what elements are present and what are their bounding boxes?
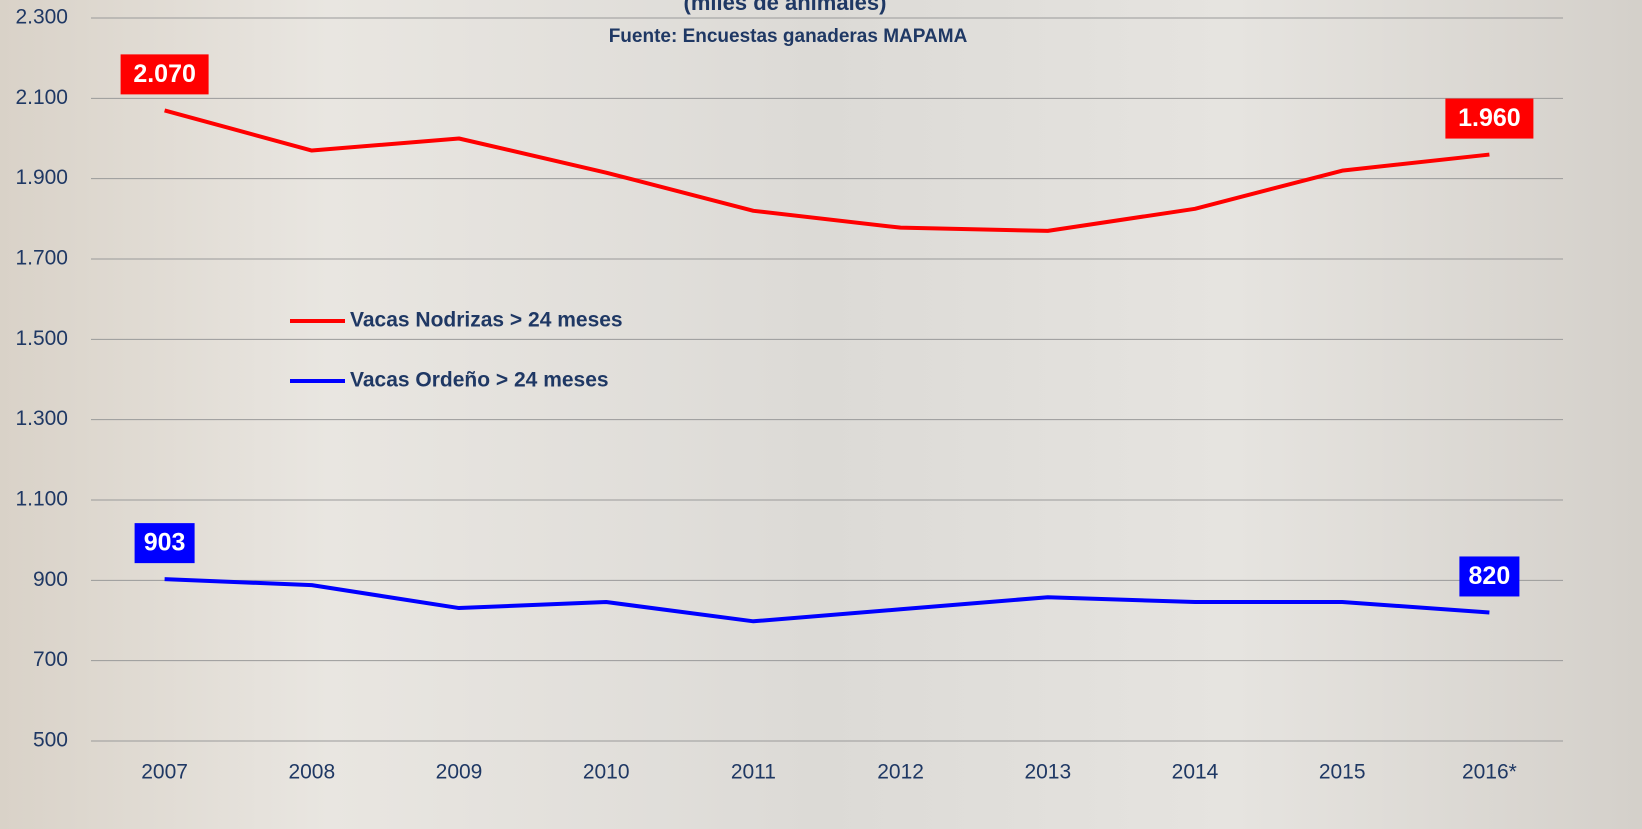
- y-tick-label: 700: [33, 648, 68, 671]
- x-tick-label: 2014: [1172, 761, 1219, 784]
- y-tick-label: 1.100: [15, 488, 68, 511]
- series-line: [165, 110, 1490, 231]
- chart: (miles de animales) Fuente: Encuestas ga…: [0, 0, 1642, 829]
- x-tick-label: 2015: [1319, 761, 1366, 784]
- legend-label: Vacas Nodrizas > 24 meses: [350, 309, 623, 332]
- y-tick-label: 500: [33, 729, 68, 752]
- legend-label: Vacas Ordeño > 24 meses: [350, 369, 609, 392]
- series-line: [165, 579, 1490, 621]
- x-tick-label: 2008: [288, 761, 335, 784]
- chart-subtitle: Fuente: Encuestas ganaderas MAPAMA: [609, 26, 968, 47]
- y-tick-label: 1.700: [15, 247, 68, 270]
- y-tick-label: 2.300: [15, 6, 68, 29]
- chart-title: (miles de animales): [684, 0, 887, 15]
- value-label: 2.070: [133, 60, 196, 88]
- x-tick-label: 2013: [1024, 761, 1071, 784]
- x-tick-label: 2010: [583, 761, 630, 784]
- x-tick-label: 2011: [731, 761, 776, 784]
- y-tick-label: 2.100: [15, 86, 68, 109]
- x-tick-label: 2007: [141, 761, 188, 784]
- y-tick-label: 900: [33, 568, 68, 591]
- value-label: 820: [1469, 562, 1511, 590]
- y-tick-label: 1.900: [15, 166, 68, 189]
- x-tick-label: 2009: [436, 761, 483, 784]
- value-label: 903: [144, 529, 186, 557]
- x-tick-label: 2016*: [1462, 761, 1517, 784]
- y-tick-label: 1.300: [15, 407, 68, 430]
- value-label: 1.960: [1458, 104, 1521, 132]
- y-tick-label: 1.500: [15, 327, 68, 350]
- x-tick-label: 2012: [877, 761, 924, 784]
